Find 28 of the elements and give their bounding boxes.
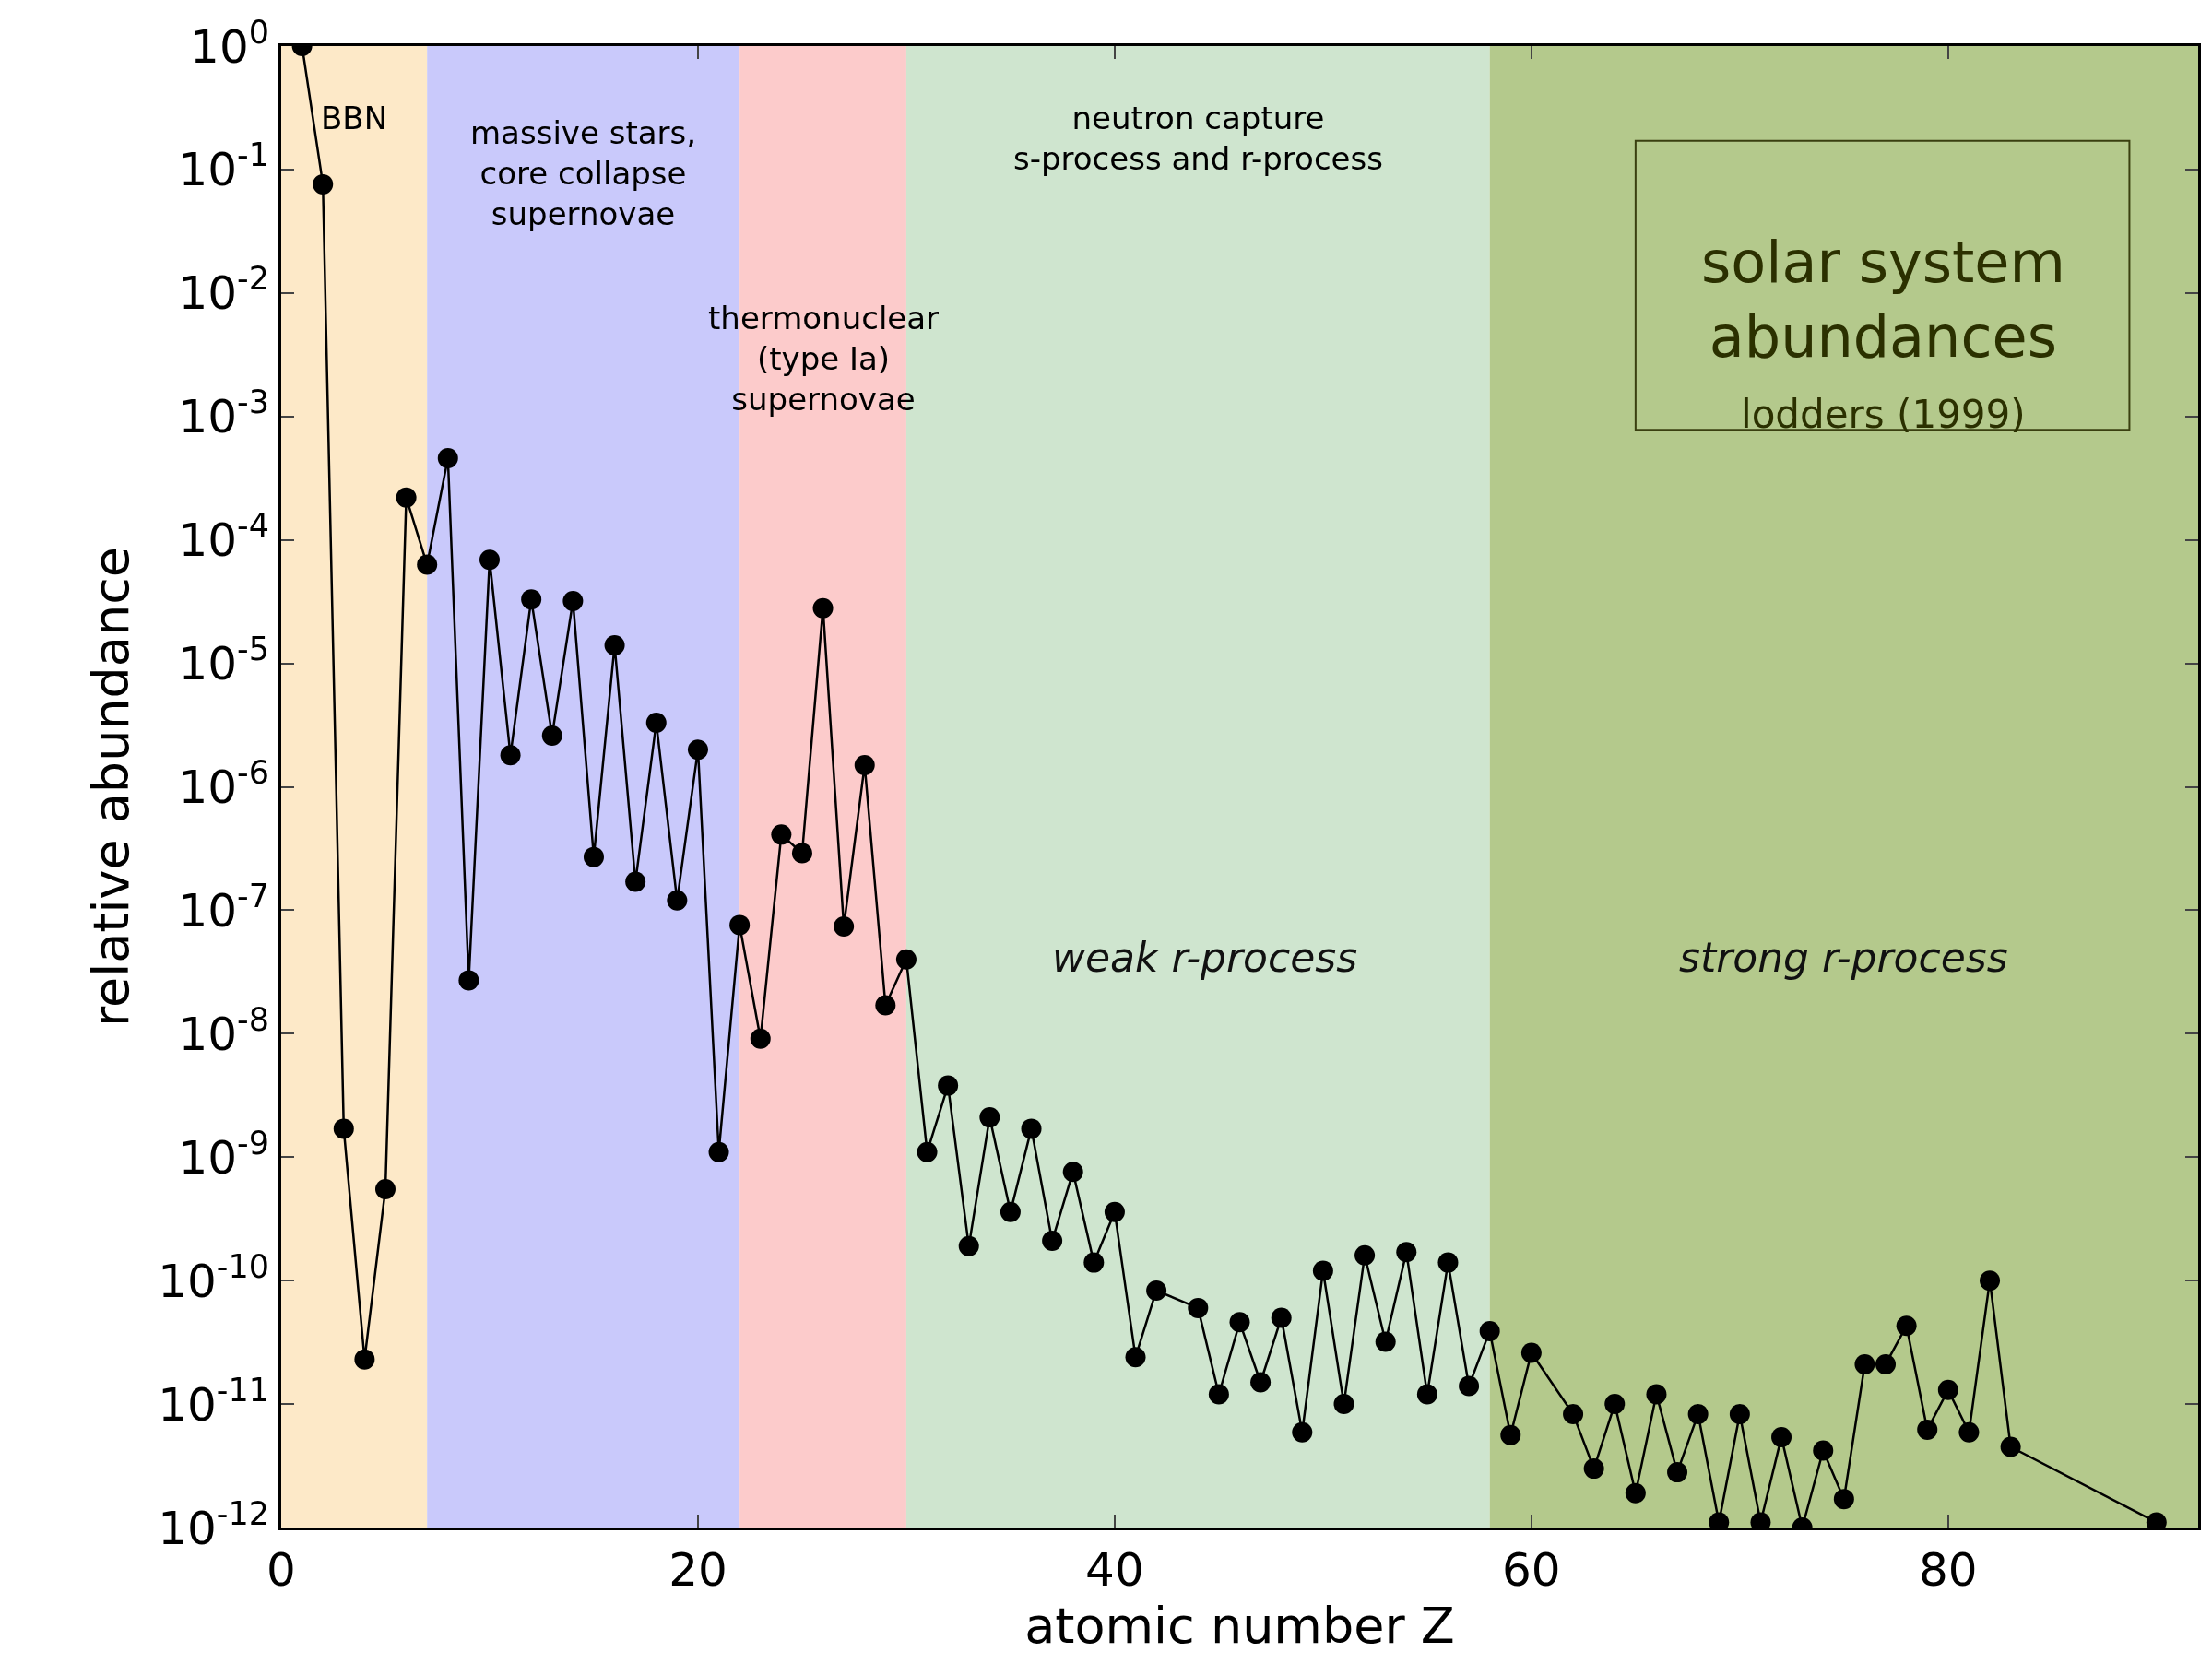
x-tick-label: 20 <box>668 1543 727 1597</box>
x-tick-label: 40 <box>1085 1543 1144 1597</box>
y-tick-label: 10$^{-5}$ <box>178 631 269 691</box>
y-tick-label: 10$^{-11}$ <box>158 1371 269 1432</box>
y-tick-label: 10$^{-1}$ <box>178 136 269 197</box>
band-label: BBN <box>321 100 388 136</box>
y-tick-label: 10$^{-4}$ <box>178 507 269 568</box>
annotation: lodders (1999) <box>1741 392 2026 437</box>
y-tick-label: 10$^{-6}$ <box>178 754 269 814</box>
y-axis-title: relative abundance <box>81 546 140 1028</box>
band-label: thermonuclear (type Ia) supernovae <box>708 300 940 419</box>
y-tick-label: 10$^{0}$ <box>190 13 269 74</box>
band-label: massive stars, core collapse supernovae <box>470 114 697 233</box>
y-tick-label: 10$^{-2}$ <box>178 260 269 321</box>
annotation: strong r-process <box>1679 934 2008 981</box>
band-label: neutron capture s-process and r-process <box>1013 100 1383 178</box>
y-tick-label: 10$^{-7}$ <box>178 877 269 938</box>
y-tick-label: 10$^{-12}$ <box>158 1494 269 1555</box>
y-tick-label: 10$^{-3}$ <box>178 383 269 444</box>
annotation: weak r-process <box>1052 934 1358 981</box>
y-tick-label: 10$^{-10}$ <box>158 1247 269 1308</box>
annotation: solar system abundances <box>1701 229 2065 371</box>
x-axis-title: atomic number Z <box>1024 1597 1455 1655</box>
x-tick-label: 80 <box>1919 1543 1978 1597</box>
y-tick-label: 10$^{-9}$ <box>178 1124 269 1185</box>
x-tick-label: 0 <box>266 1543 296 1597</box>
y-tick-label: 10$^{-8}$ <box>178 1000 269 1061</box>
x-tick-label: 60 <box>1502 1543 1561 1597</box>
